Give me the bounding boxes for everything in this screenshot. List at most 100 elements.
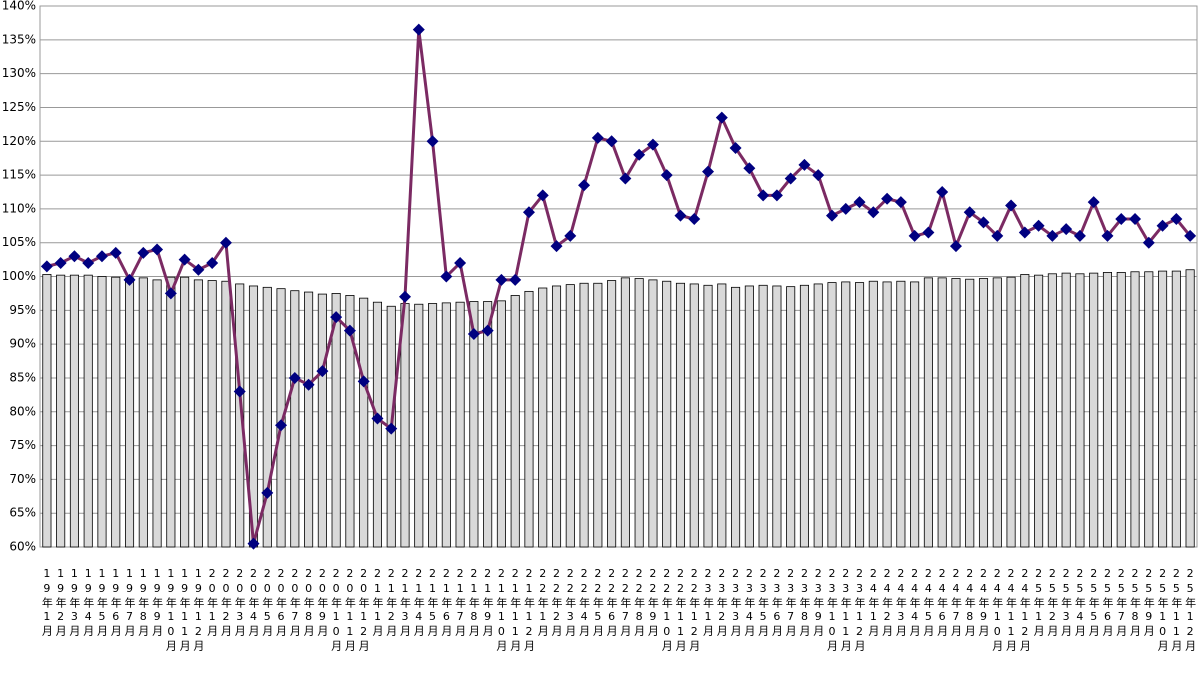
marker	[1060, 223, 1073, 236]
marker	[853, 196, 866, 209]
bar	[1006, 276, 1016, 548]
x-tick-label: 19年12月	[192, 567, 205, 653]
bar	[1102, 272, 1113, 548]
x-tick-label: 20年12月	[357, 567, 370, 653]
marker	[440, 270, 453, 283]
bar	[772, 285, 782, 548]
marker	[481, 324, 494, 337]
bar	[662, 280, 672, 548]
y-tick-label: 60%	[9, 540, 36, 554]
x-tick-label: 19年11月	[178, 567, 191, 653]
bar	[855, 282, 865, 548]
y-tick-label: 140%	[2, 0, 36, 13]
marker	[522, 206, 535, 219]
marker	[288, 371, 301, 384]
x-tick-label: 25年10月	[1156, 567, 1169, 653]
marker	[40, 260, 53, 273]
marker	[233, 385, 246, 398]
marker	[536, 189, 549, 202]
y-tick-label: 100%	[2, 269, 36, 283]
marker	[963, 206, 976, 219]
x-tick-label: 25年12月	[1184, 567, 1197, 653]
bar	[923, 277, 933, 548]
bar	[786, 286, 796, 548]
marker	[1073, 229, 1086, 242]
marker	[825, 209, 838, 222]
y-tick-label: 135%	[2, 32, 36, 46]
marker	[385, 422, 398, 435]
marker	[867, 206, 880, 219]
marker	[1129, 213, 1142, 226]
x-tick-label: 23年4月	[743, 567, 756, 638]
y-tick-label: 85%	[9, 370, 36, 384]
x-tick-label: 22年1月	[536, 567, 549, 638]
marker	[412, 23, 425, 36]
marker	[977, 216, 990, 229]
marker	[1032, 219, 1045, 232]
x-tick-label: 22年6月	[605, 567, 618, 638]
marker	[316, 365, 329, 378]
x-tick-label: 19年4月	[82, 567, 95, 638]
bar	[841, 281, 851, 548]
marker	[839, 202, 852, 215]
bar	[937, 277, 947, 548]
bar	[483, 301, 493, 548]
marker	[702, 165, 715, 178]
x-tick-label: 20年3月	[233, 567, 246, 638]
marker	[1087, 196, 1100, 209]
bar	[1116, 272, 1126, 548]
bar	[1130, 271, 1140, 548]
x-tick-label: 24年9月	[977, 567, 990, 638]
y-tick-label: 90%	[9, 337, 36, 351]
marker	[95, 250, 108, 263]
x-tick-label: 23年3月	[729, 567, 742, 638]
marker	[729, 142, 742, 155]
marker	[1156, 219, 1169, 232]
bar	[359, 297, 369, 548]
plot-border	[39, 5, 1198, 548]
x-tick-label: 22年3月	[564, 567, 577, 638]
marker	[757, 189, 770, 202]
bar	[703, 284, 713, 548]
bar	[441, 302, 451, 548]
bar	[428, 303, 438, 548]
marker	[619, 172, 632, 185]
marker	[330, 311, 343, 324]
bar	[372, 301, 382, 548]
bar	[524, 290, 534, 548]
y-tick-label: 130%	[2, 66, 36, 80]
x-tick-label: 25年8月	[1129, 567, 1142, 638]
x-tick-label: 21年1月	[371, 567, 384, 638]
y-tick-label: 65%	[9, 506, 36, 520]
x-tick-label: 22年10月	[660, 567, 673, 653]
bar	[496, 300, 506, 548]
bar	[965, 278, 975, 548]
marker	[550, 240, 563, 253]
marker	[495, 273, 508, 286]
x-tick-label: 24年3月	[894, 567, 907, 638]
x-tick-label: 20年11月	[343, 567, 356, 653]
x-tick-label: 23年11月	[839, 567, 852, 653]
bar	[1047, 273, 1057, 548]
x-tick-label: 25年11月	[1170, 567, 1183, 653]
bar	[538, 287, 548, 548]
y-tick-label: 115%	[2, 168, 36, 182]
x-tick-label: 20年8月	[302, 567, 315, 638]
line	[46, 29, 1192, 545]
marker	[68, 250, 81, 263]
x-tick-label: 19年1月	[40, 567, 53, 638]
x-tick-label: 20年1月	[206, 567, 219, 638]
x-tick-label: 22年11月	[674, 567, 687, 653]
x-tick-label: 19年10月	[164, 567, 177, 653]
x-tick-label: 21年8月	[467, 567, 480, 638]
marker	[894, 196, 907, 209]
x-tick-label: 20年2月	[219, 567, 232, 638]
x-tick-label: 19年5月	[95, 567, 108, 638]
x-tick-label: 25年1月	[1032, 567, 1045, 638]
x-tick-label: 23年7月	[784, 567, 797, 638]
bar	[42, 274, 52, 548]
marker	[206, 256, 219, 269]
marker	[881, 192, 894, 205]
bar	[951, 278, 961, 548]
